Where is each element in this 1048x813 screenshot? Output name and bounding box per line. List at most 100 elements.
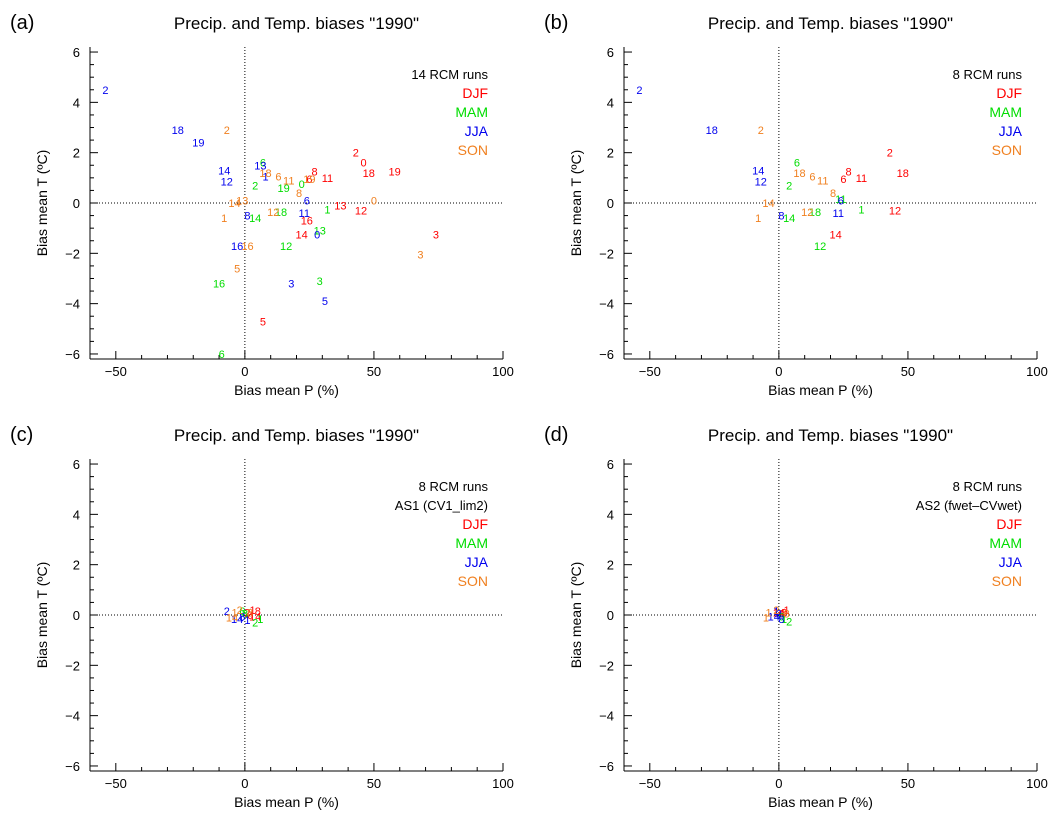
data-point-son: 6 (275, 172, 281, 184)
y-tick-label: −4 (65, 709, 80, 724)
data-point-djf: 6 (778, 609, 784, 621)
y-tick-label: 4 (73, 507, 80, 522)
panel-label: (a) (10, 12, 34, 34)
x-axis-label: Bias mean P (%) (234, 794, 339, 810)
data-point-djf: 14 (296, 229, 308, 241)
data-point-mam: 6 (239, 606, 245, 618)
data-point-son: 3 (417, 250, 423, 262)
data-point-djf: 8 (846, 167, 852, 179)
data-point-djf: 6 (247, 610, 253, 622)
data-point-djf: 18 (897, 168, 909, 180)
data-point-son: 8 (296, 188, 302, 200)
data-point-djf: 8 (312, 167, 318, 179)
x-tick-label: 0 (775, 776, 782, 791)
data-point-jja: 8 (244, 211, 250, 223)
data-point-djf: 13 (334, 201, 346, 213)
data-point-son: 8 (830, 188, 836, 200)
legend-item-jja: JJA (999, 123, 1023, 139)
panel-note: 14 RCM runs (411, 67, 488, 82)
panel-note: 8 RCM runs (953, 67, 1023, 82)
x-axis-label: Bias mean P (%) (234, 382, 339, 398)
legend-item-djf: DJF (996, 85, 1022, 101)
data-point-son: 14 (228, 198, 240, 210)
data-point-mam: 1 (324, 204, 330, 216)
data-point-mam: 8 (242, 609, 248, 621)
data-point-son: 1 (765, 607, 771, 619)
panel-label: (c) (10, 424, 33, 446)
data-point-djf: 19 (388, 167, 400, 179)
data-point-son: 1 (231, 607, 237, 619)
data-point-djf: 2 (887, 148, 893, 160)
data-point-son: 0 (371, 195, 377, 207)
data-point-mam: 2 (252, 180, 258, 192)
data-point-jja: 14 (231, 614, 243, 626)
y-tick-label: 4 (73, 95, 80, 110)
legend-item-mam: MAM (989, 535, 1022, 551)
y-axis-label: Bias mean T (ºC) (34, 150, 50, 257)
data-point-jja: 1 (773, 606, 779, 618)
y-tick-label: −6 (599, 759, 614, 774)
y-tick-label: −6 (599, 347, 614, 362)
y-tick-label: −6 (65, 347, 80, 362)
data-point-jja: 12 (755, 177, 767, 189)
data-point-son: 18 (793, 168, 805, 180)
data-point-djf: 18 (363, 168, 375, 180)
chart-title: Precip. and Temp. biases "1990" (708, 426, 953, 445)
legend-item-son: SON (458, 573, 488, 589)
data-point-jja: 11 (299, 208, 310, 220)
data-point-mam: 3 (317, 276, 323, 288)
panel-b: (b) Precip. and Temp. biases "1990" −50 0 50… (544, 12, 1048, 398)
panel-c: (c) Precip. and Temp. biases "1990" −50 0 50… (10, 424, 514, 810)
data-point-mam: 6 (794, 158, 800, 170)
data-point-son: 12 (801, 207, 813, 219)
data-point-mam: 2 (786, 180, 792, 192)
x-axis-label: Bias mean P (%) (768, 382, 873, 398)
data-point-son: 12 (267, 207, 279, 219)
data-point-jja: 16 (231, 241, 243, 253)
data-point-jja: 19 (192, 138, 204, 150)
x-tick-label: 0 (775, 364, 782, 379)
x-tick-label: 50 (901, 364, 915, 379)
y-tick-label: −2 (599, 658, 614, 673)
data-point-mam: 13 (314, 226, 326, 238)
data-point-mam: 1 (858, 204, 864, 216)
y-tick-label: −4 (599, 709, 614, 724)
data-point-mam: 14 (783, 213, 795, 225)
data-point-mam: 6 (219, 349, 225, 361)
data-point-son: 1 (755, 213, 761, 225)
data-point-mam: 6 (260, 158, 266, 170)
data-point-jja: 8 (778, 211, 784, 223)
y-tick-label: −4 (65, 297, 80, 312)
y-tick-label: 6 (607, 457, 614, 472)
legend-item-djf: DJF (996, 516, 1022, 532)
x-tick-label: 0 (241, 776, 248, 791)
data-point-mam: 2 (252, 618, 258, 630)
data-point-jja: 6 (838, 195, 844, 207)
y-tick-label: −2 (65, 658, 80, 673)
data-point-jja: 14 (768, 611, 780, 623)
legend-item-son: SON (992, 573, 1022, 589)
y-tick-label: 2 (607, 146, 614, 161)
data-point-jja: 3 (288, 279, 294, 291)
data-point-son: 8 (784, 609, 790, 621)
data-point-jja: 5 (322, 296, 328, 308)
data-point-son: 1 (763, 613, 769, 625)
data-point-mam: 0 (299, 179, 305, 191)
data-point-djf: 2 (353, 148, 359, 160)
legend-item-son: SON (992, 142, 1022, 158)
data-point-jja: 2 (776, 609, 782, 621)
chart-title: Precip. and Temp. biases "1990" (708, 14, 953, 33)
data-point-djf: 3 (433, 229, 439, 241)
data-point-djf: 0 (361, 158, 367, 170)
data-point-jja: 18 (706, 125, 718, 137)
data-point-son: 2 (773, 605, 779, 617)
data-point-jja: 14 (218, 165, 230, 177)
panel-d: (d) Precip. and Temp. biases "1990" −50 0 50… (544, 424, 1048, 810)
legend-item-mam: MAM (455, 535, 488, 551)
data-point-mam: 12 (814, 241, 826, 253)
y-tick-label: 6 (73, 457, 80, 472)
data-point-mam: 2 (786, 616, 792, 628)
legend-item-mam: MAM (989, 104, 1022, 120)
chart-title: Precip. and Temp. biases "1990" (174, 426, 419, 445)
